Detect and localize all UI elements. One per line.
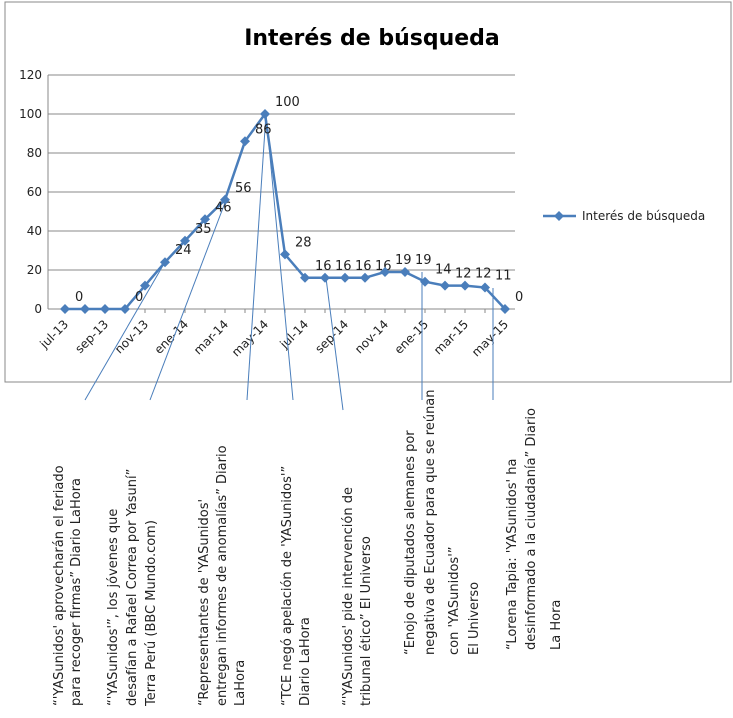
marker (400, 266, 410, 277)
data-label: 0 (75, 290, 83, 305)
annotation: “'YASunidos' pide intervención de (341, 487, 356, 706)
y-tick-label: 20 (27, 263, 42, 277)
annotation: El Universo (467, 582, 482, 655)
data-label: 86 (255, 122, 272, 137)
marker (100, 304, 110, 314)
data-label: 16 (315, 259, 332, 274)
annotation-line (246, 113, 267, 401)
annotation: negativa de Ecuador para que se reúnan (423, 389, 438, 655)
marker (480, 282, 490, 293)
annotation: La Hora (549, 600, 564, 650)
marker (160, 257, 170, 268)
data-label: 19 (395, 253, 412, 268)
marker (440, 280, 450, 291)
marker (140, 280, 150, 291)
data-label: 0 (515, 290, 523, 305)
marker (300, 272, 310, 283)
marker (180, 235, 190, 246)
data-label: 11 (495, 269, 512, 284)
y-tick-label: 120 (19, 68, 42, 82)
marker (240, 136, 250, 147)
legend-label: Interés de búsqueda (582, 209, 705, 223)
annotation: “Lorena Tapia: 'YASunidos' ha (505, 459, 520, 650)
marker (340, 272, 350, 283)
data-label: 56 (235, 181, 252, 196)
annotation: Terra Perú (BBC Mundo.com) (144, 520, 159, 707)
annotation: “TCE negó apelación de 'YASunidos'” (280, 466, 295, 706)
marker (360, 272, 370, 283)
marker (80, 304, 90, 314)
marker (60, 304, 70, 314)
marker (420, 276, 430, 287)
annotation: “Enojo de diputados alemanes por (403, 430, 418, 655)
y-tick-label: 0 (34, 302, 42, 316)
y-tick-label: 80 (27, 146, 42, 160)
annotation: para recoger firmas” Diario LaHora (69, 478, 84, 706)
marker (220, 194, 230, 205)
annotation: desafían a Rafael Correa por Yasuní” (125, 469, 140, 706)
annotation: Diario LaHora (298, 617, 313, 706)
annotation: “'YASunidos' aprovecharán el feriado (52, 465, 67, 706)
marker (120, 304, 130, 314)
annotation: con 'YASunidos'” (447, 546, 462, 655)
data-label: 35 (195, 222, 212, 237)
marker (280, 249, 290, 260)
marker (500, 304, 510, 314)
marker (460, 280, 470, 291)
annotation-line (84, 261, 166, 401)
y-tick-label: 40 (27, 224, 42, 238)
marker (380, 266, 390, 277)
data-label: 24 (175, 243, 192, 258)
data-label: 19 (415, 253, 432, 268)
marker (320, 272, 330, 283)
chart-title: Interés de búsqueda (244, 26, 500, 51)
annotation: “Representantes de 'YASunidos' (197, 499, 212, 706)
marker (200, 214, 210, 225)
data-label: 14 (435, 263, 452, 278)
data-label: 28 (295, 235, 312, 250)
legend-marker (554, 211, 564, 221)
annotation: LaHora (233, 660, 248, 706)
annotation-line (325, 277, 344, 411)
data-label: 12 (455, 267, 472, 282)
data-label: 16 (355, 259, 372, 274)
annotation-line (149, 199, 227, 401)
data-label: 12 (475, 267, 492, 282)
y-tick-label: 60 (27, 185, 42, 199)
annotation-line (265, 113, 294, 401)
annotation: tribunal ético” El Universo (359, 536, 374, 706)
marker (260, 109, 270, 119)
data-label: 100 (275, 95, 300, 110)
y-tick-label: 100 (19, 107, 42, 121)
data-label: 46 (215, 200, 232, 215)
data-label: 0 (135, 290, 143, 305)
annotation: entregan informes de anomalías” Diario (215, 445, 230, 706)
data-label: 16 (335, 259, 352, 274)
annotation: desinformado a la ciudadanía” Diario (524, 408, 539, 650)
annotation: “'YASunidos'”, los jóvenes que (106, 509, 121, 706)
